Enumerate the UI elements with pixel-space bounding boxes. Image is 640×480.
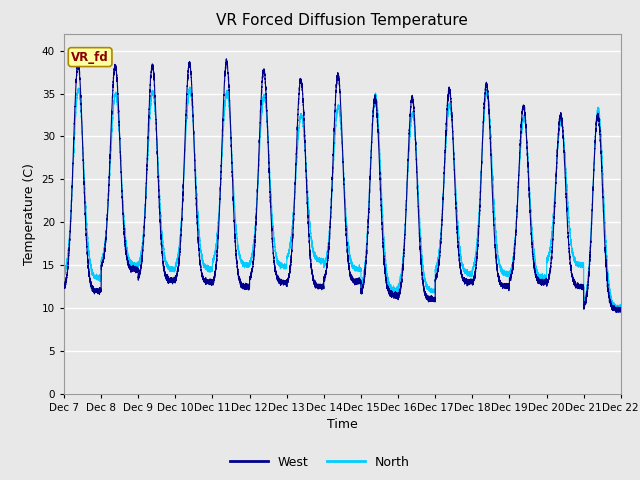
Text: VR_fd: VR_fd (71, 50, 109, 63)
Title: VR Forced Diffusion Temperature: VR Forced Diffusion Temperature (216, 13, 468, 28)
Legend: West, North: West, North (225, 451, 415, 474)
X-axis label: Time: Time (327, 418, 358, 431)
Y-axis label: Temperature (C): Temperature (C) (23, 163, 36, 264)
